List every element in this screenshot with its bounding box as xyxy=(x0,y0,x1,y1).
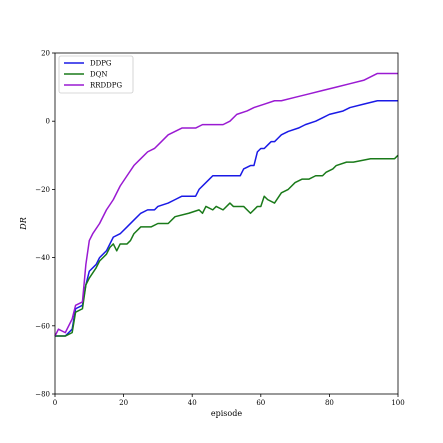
y-tick-label: −80 xyxy=(35,391,50,399)
series-line-rrddpg xyxy=(54,72,398,337)
legend-label-ddpg: DDPG xyxy=(90,60,112,68)
legend-box xyxy=(58,55,134,94)
y-axis-label: DR xyxy=(19,217,28,230)
y-tick-label: −60 xyxy=(35,322,50,330)
plot-area xyxy=(54,52,399,395)
x-tick-label: 20 xyxy=(119,399,128,407)
y-tick-label: −20 xyxy=(35,186,50,194)
legend-label-dqn: DQN xyxy=(90,71,107,79)
series-layer xyxy=(54,72,399,337)
legend-label-rrddpg: RRDDPG xyxy=(90,82,122,90)
y-tick-label: −40 xyxy=(35,254,50,262)
series-line-ddpg xyxy=(55,99,398,337)
x-tick-label: 40 xyxy=(188,399,197,407)
y-axis-ticks: −80 −60 −40 −20 0 20 xyxy=(35,50,55,399)
y-tick-label: 0 xyxy=(46,118,50,126)
legend: DDPG DQN RRDDPG xyxy=(58,55,134,94)
series-line-dqn xyxy=(55,154,399,337)
x-tick-label: 60 xyxy=(256,399,265,407)
x-tick-label: 0 xyxy=(53,399,57,407)
x-tick-label: 80 xyxy=(325,399,334,407)
y-tick-label: 20 xyxy=(41,50,50,58)
x-axis-ticks: 0 20 40 60 80 100 xyxy=(53,394,405,407)
x-axis-label: episode xyxy=(211,409,242,418)
plot-frame xyxy=(54,52,399,395)
x-tick-label: 100 xyxy=(391,399,404,407)
